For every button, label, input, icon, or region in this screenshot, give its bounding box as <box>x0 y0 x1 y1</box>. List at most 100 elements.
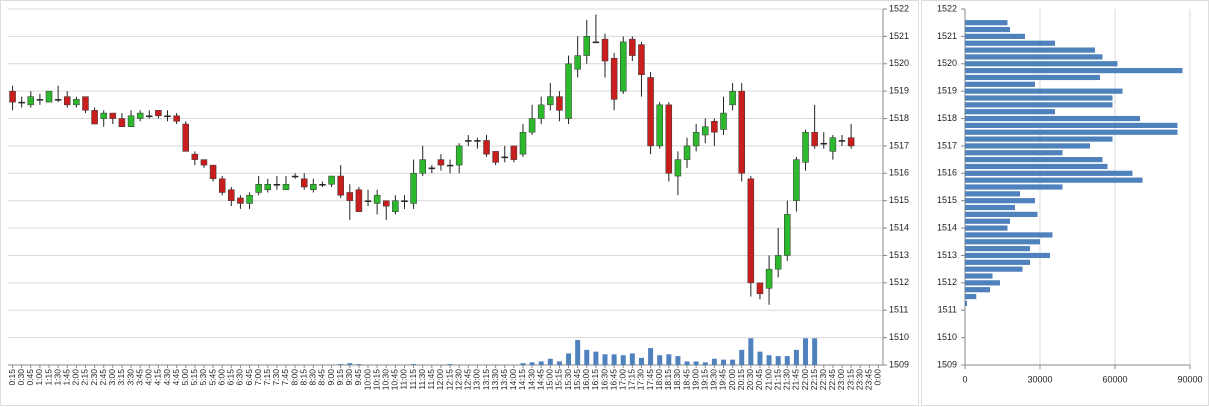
y-tick-label: 1512 <box>889 277 909 287</box>
candle-body <box>601 38 609 62</box>
x-tick-label: 8:15 <box>298 369 308 386</box>
y-tick-label: 1511 <box>938 305 957 315</box>
x-tick-label: 9:00 <box>326 369 336 386</box>
volume-bar <box>620 355 626 365</box>
candle-body <box>228 189 235 201</box>
x-tick-label: 16:30 <box>599 369 609 391</box>
candle-body <box>465 140 472 142</box>
candle-body <box>747 178 755 284</box>
y-tick-label: 1513 <box>937 250 957 260</box>
bar <box>965 232 1053 238</box>
candle-body <box>310 184 317 190</box>
volume-bar <box>757 351 763 365</box>
volume-bar <box>602 354 608 365</box>
candle-body <box>155 110 162 117</box>
x-tick-label: 15:00 <box>545 369 555 391</box>
x-tick-label: 7:45 <box>280 369 290 386</box>
x-tick-label: 14:30 <box>526 369 536 391</box>
candle-body <box>36 99 44 101</box>
x-tick-label: 19:00 <box>690 369 700 391</box>
candle-body <box>63 96 71 106</box>
y-tick-label: 1516 <box>889 168 909 178</box>
candle-body <box>665 104 673 174</box>
x-tick-label: 4:45 <box>171 369 181 386</box>
candle-body <box>18 101 25 104</box>
volume-bar <box>803 338 809 365</box>
y-tick-label: 1511 <box>889 305 908 315</box>
x-tick-label: 5:30 <box>198 369 208 386</box>
bar <box>965 198 1035 204</box>
x-tick-label: 2:15 <box>80 369 90 386</box>
candle-body <box>246 194 253 204</box>
bar <box>965 300 967 306</box>
candle-body <box>674 159 682 177</box>
x-tick-label: 19:30 <box>709 369 719 391</box>
bar <box>965 211 1038 217</box>
candle-body <box>419 159 426 174</box>
candle-body <box>765 268 773 289</box>
candle-body <box>820 142 828 145</box>
bar <box>965 54 1103 60</box>
candle-body <box>45 90 53 103</box>
y-tick-label: 1514 <box>889 222 909 232</box>
x-tick-label: 6:30 <box>235 369 245 386</box>
x-tick-label: 15:15 <box>554 369 564 391</box>
x-tick-label: 19:45 <box>718 369 728 391</box>
candle-body <box>720 112 727 130</box>
y-tick-label: 1520 <box>889 58 909 68</box>
candle-body <box>337 175 344 196</box>
volume-bar <box>684 361 690 365</box>
bar <box>965 293 977 300</box>
candle-body <box>100 112 107 119</box>
x-tick-label: 21:00 <box>763 369 773 391</box>
x-tick-label: 1:30 <box>52 369 62 386</box>
candle-body <box>401 200 408 202</box>
x-tick-label: 2:45 <box>98 369 108 386</box>
volume-bar <box>520 363 526 365</box>
candle-body <box>702 126 709 136</box>
bar <box>965 74 1100 81</box>
x-tick-label: 12:45 <box>463 369 473 391</box>
candle-body <box>547 96 554 106</box>
x-tick-label: 20:15 <box>736 369 746 391</box>
candle-body <box>483 140 490 155</box>
x-tick-label: 23:45 <box>864 369 874 391</box>
x-tick-label: 7:15 <box>262 369 272 386</box>
candle-body <box>556 96 563 111</box>
candle-body <box>146 115 153 118</box>
y-tick-label: 1512 <box>937 277 957 287</box>
x-tick-label: 18:30 <box>672 369 682 391</box>
x-tick-label: 20:30 <box>745 369 755 391</box>
candle-body <box>647 77 654 147</box>
volume-bar <box>666 354 672 365</box>
candle-body <box>355 189 363 212</box>
candle-body <box>811 131 818 147</box>
bar <box>965 204 1015 211</box>
x-tick-label: 2:00 <box>71 369 81 386</box>
candle-body <box>474 140 481 142</box>
x-tick-label: 18:15 <box>663 369 673 391</box>
volume-bar <box>556 361 562 365</box>
candle-body <box>392 200 399 212</box>
candle-body <box>519 131 527 155</box>
candle-body <box>729 90 736 106</box>
y-tick-label: 1515 <box>889 195 909 205</box>
volume-bar <box>675 356 681 365</box>
x-tick-label: 13:15 <box>481 369 491 391</box>
candle-body <box>9 90 16 103</box>
x-tick-label: 11:30 <box>417 369 427 390</box>
candle-body <box>237 197 244 204</box>
candle-body <box>656 104 663 147</box>
bar <box>965 129 1178 135</box>
volume-bar <box>711 358 717 365</box>
x-tick-label: 3:15 <box>116 369 126 386</box>
y-tick-label: 1515 <box>937 195 957 205</box>
bar <box>965 95 1113 101</box>
volume-bar <box>657 355 663 365</box>
x-tick-label: 3:30 <box>125 369 135 386</box>
x-tick-label: 9:30 <box>344 369 354 386</box>
candle-body <box>774 255 782 270</box>
volume-bar <box>356 364 362 365</box>
y-tick-label: 1521 <box>889 31 909 41</box>
volume-bar <box>529 362 535 365</box>
